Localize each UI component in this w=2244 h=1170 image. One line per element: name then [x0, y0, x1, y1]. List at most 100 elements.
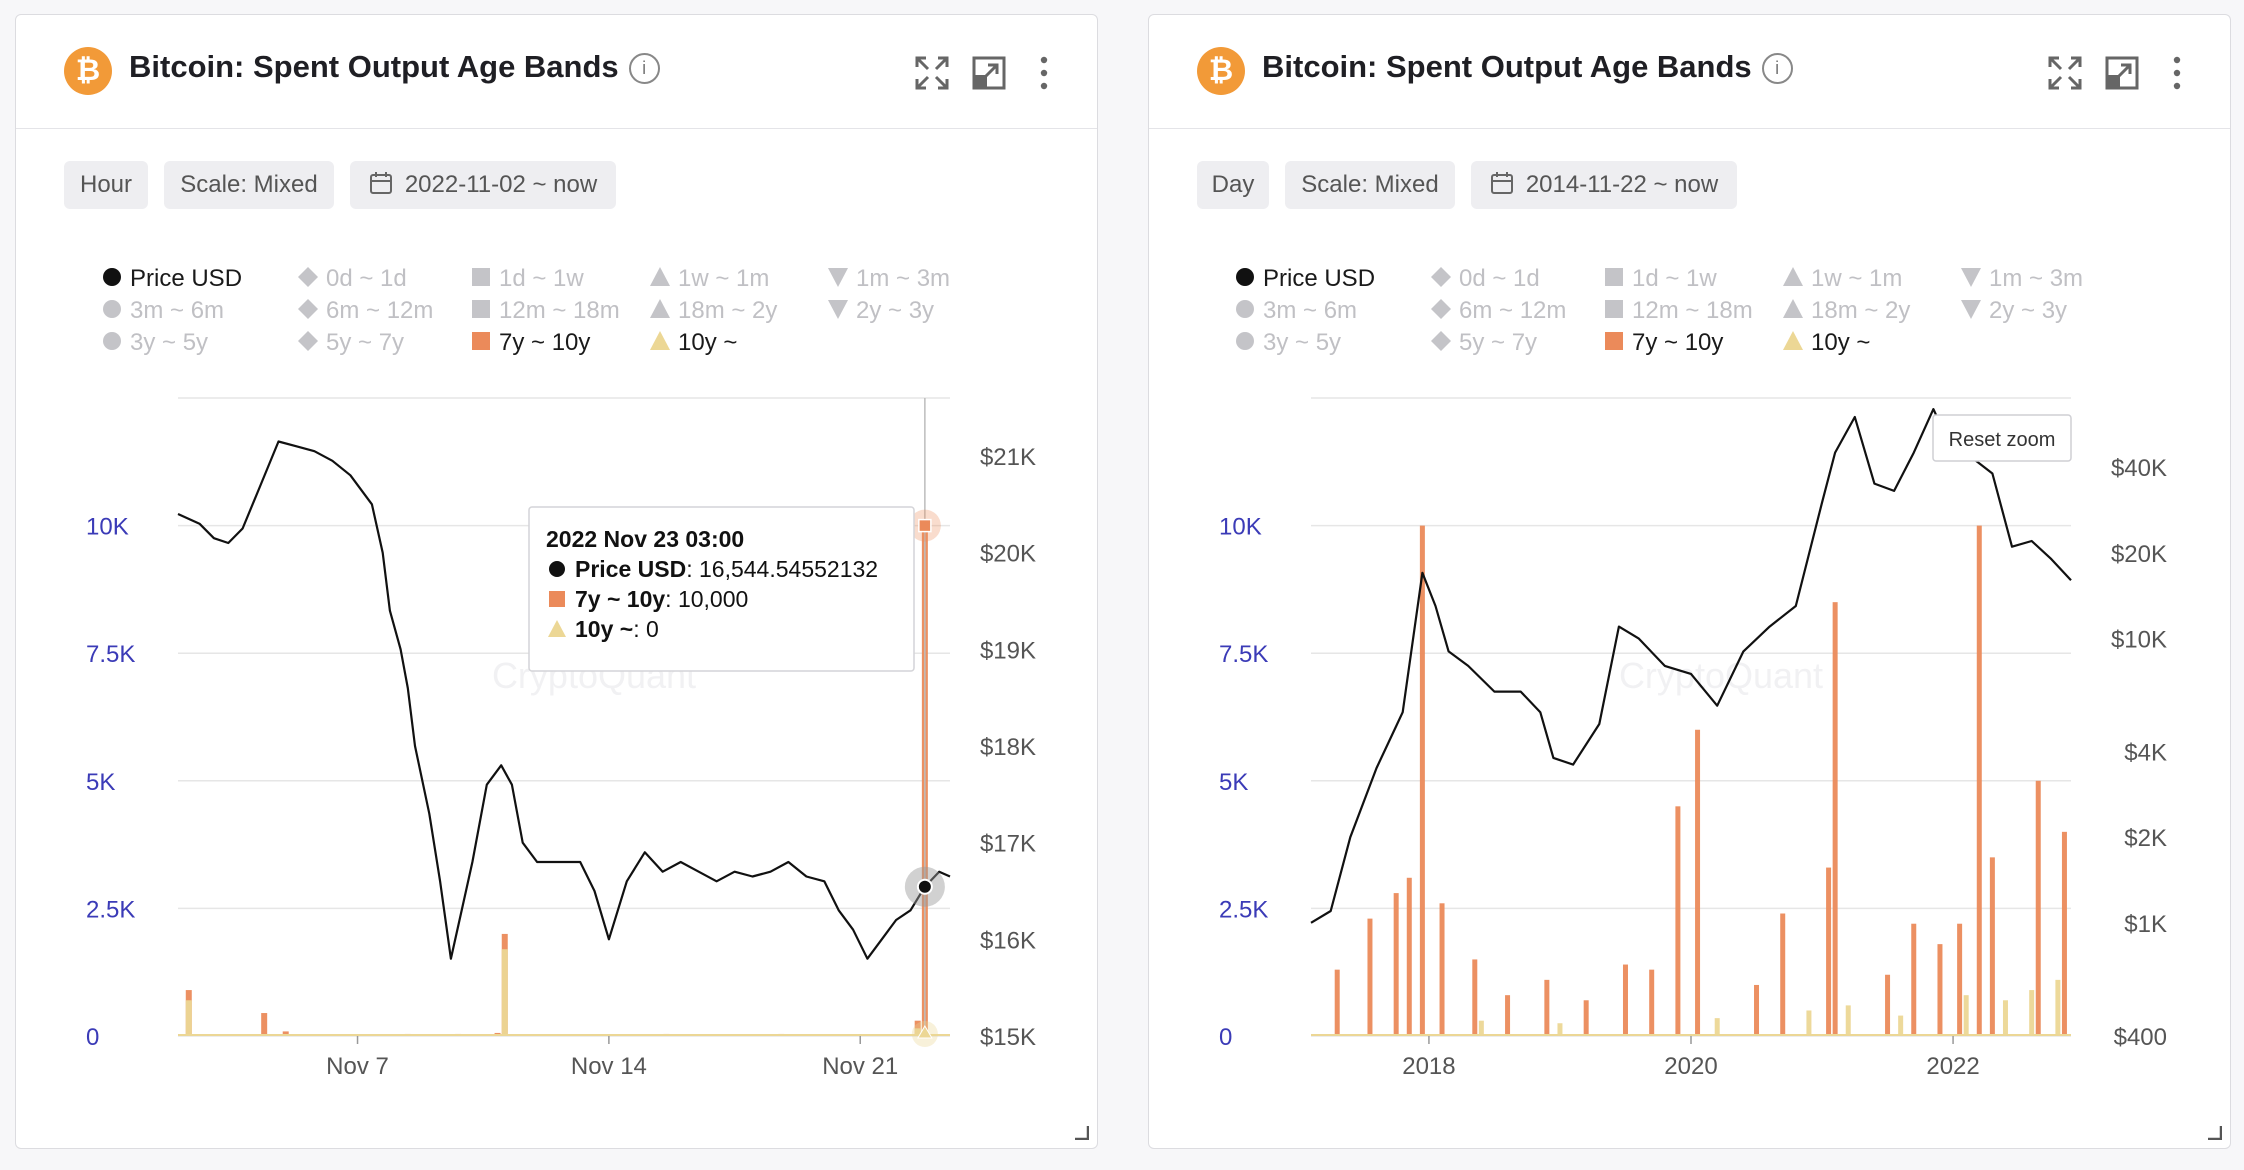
reset-zoom-button[interactable]: Reset zoom	[1932, 414, 2072, 462]
legend-item-label: 3m ~ 6m	[130, 297, 224, 324]
scale-button[interactable]: Scale: Mixed	[1285, 161, 1455, 209]
bar-7y-10y	[1583, 1000, 1589, 1036]
bar-10y-	[1557, 1023, 1563, 1036]
legend-item[interactable]: 5y ~ 7y	[298, 329, 404, 356]
legend: Price USD 0d ~ 1d 1d ~ 1w 1w ~ 1m 1m ~ 3m 3m …	[1236, 265, 2083, 356]
more-options-icon[interactable]	[2159, 55, 2195, 91]
legend-item[interactable]: 2y ~ 3y	[828, 297, 934, 324]
right-axis-tick-label: $10K	[2111, 626, 2167, 653]
legend-item-label: Price USD	[130, 265, 242, 292]
legend-marker-diamond	[1431, 299, 1451, 319]
chart-panel-hourly: ₿ Bitcoin: Spent Output Age Bands i Hour …	[15, 14, 1098, 1149]
legend-item[interactable]: 18m ~ 2y	[1783, 297, 1910, 324]
tooltip-marker	[548, 620, 566, 637]
legend-item[interactable]: 1w ~ 1m	[650, 265, 769, 292]
legend-marker-triangle-down	[1961, 268, 1981, 287]
legend-item[interactable]: 1d ~ 1w	[1605, 265, 1717, 292]
legend-item[interactable]: 3y ~ 5y	[1236, 329, 1341, 356]
legend-item[interactable]: 7y ~ 10y	[472, 329, 590, 356]
legend-item[interactable]: 1w ~ 1m	[1783, 265, 1902, 292]
legend-item[interactable]: 2y ~ 3y	[1961, 297, 2067, 324]
right-axis-tick-label: $1K	[2124, 911, 2167, 938]
bar-7y-10y	[1937, 944, 1943, 1036]
legend-marker-square	[1605, 300, 1623, 318]
legend-marker-triangle-down	[828, 300, 848, 319]
tooltip-marker	[549, 561, 565, 577]
bar-10y-	[1806, 1010, 1812, 1036]
resize-handle-icon[interactable]	[2206, 1124, 2222, 1140]
tooltip-row: Price USD: 16,544.54552132	[575, 556, 878, 582]
panel-header: ₿ Bitcoin: Spent Output Age Bands i	[1149, 15, 2230, 129]
legend-item[interactable]: 0d ~ 1d	[298, 265, 407, 292]
legend-marker-circle	[1236, 268, 1254, 286]
legend-item-label: 6m ~ 12m	[1459, 297, 1566, 324]
legend-item[interactable]: 3m ~ 6m	[1236, 297, 1357, 324]
bar-10y-	[185, 1000, 192, 1036]
x-axis-tick-label: Nov 7	[326, 1053, 389, 1080]
hover-point-10y	[916, 1025, 933, 1039]
legend-marker-triangle	[650, 299, 670, 318]
chart-area[interactable]: Price USD 0d ~ 1d 1d ~ 1w 1w ~ 1m 1m ~ 3m 3m …	[16, 15, 1098, 1149]
chart-area[interactable]: Price USD 0d ~ 1d 1d ~ 1w 1w ~ 1m 1m ~ 3m 3m …	[1149, 15, 2231, 1149]
left-axis-tick-label: 5K	[1219, 769, 1248, 796]
bar-7y-10y	[1472, 959, 1478, 1036]
bar-7y-10y	[1911, 923, 1917, 1036]
legend-item[interactable]: 1m ~ 3m	[1961, 265, 2083, 292]
fullscreen-icon[interactable]	[914, 55, 950, 91]
legend-item[interactable]: Price USD	[1236, 265, 1375, 292]
legend-item[interactable]: 3m ~ 6m	[103, 297, 224, 324]
legend-item[interactable]: 5y ~ 7y	[1431, 329, 1537, 356]
legend-item[interactable]: Price USD	[103, 265, 242, 292]
left-axis-tick-label: 2.5K	[1219, 896, 1268, 923]
interval-button[interactable]: Hour	[64, 161, 148, 209]
legend-marker-square	[1605, 332, 1623, 350]
resize-handle-icon[interactable]	[1073, 1124, 1089, 1140]
bar-7y-10y	[1649, 969, 1655, 1036]
left-axis-tick-label: 5K	[86, 769, 115, 796]
left-axis-tick-label: 0	[1219, 1024, 1232, 1051]
legend-item[interactable]: 10y ~	[1783, 329, 1870, 356]
legend-item[interactable]: 3y ~ 5y	[103, 329, 208, 356]
interval-button[interactable]: Day	[1197, 161, 1269, 209]
bar-7y-10y	[1976, 525, 1982, 1036]
tooltip-title: 2022 Nov 23 03:00	[546, 526, 744, 552]
fullscreen-icon[interactable]	[2047, 55, 2083, 91]
more-options-icon[interactable]	[1026, 55, 1062, 91]
right-axis-tick-label: $4K	[2124, 740, 2167, 767]
info-icon[interactable]: i	[1761, 53, 1793, 84]
bar-7y-10y	[1439, 903, 1445, 1036]
legend-marker-circle	[103, 332, 121, 350]
reset-zoom-box	[1932, 414, 2072, 462]
legend-item[interactable]: 1m ~ 3m	[828, 265, 950, 292]
legend-item-label: 1d ~ 1w	[499, 265, 584, 292]
bar-7y-10y	[1957, 923, 1963, 1036]
legend-marker-square	[472, 332, 490, 350]
bar-7y-10y	[1334, 969, 1340, 1036]
legend-item-label: 5y ~ 7y	[326, 329, 404, 356]
tooltip-row-value: : 0	[633, 616, 659, 642]
legend-item-label: 0d ~ 1d	[1459, 265, 1540, 292]
price-usd-line	[177, 440, 951, 960]
legend-item[interactable]: 12m ~ 18m	[472, 297, 620, 324]
calendar-icon	[1490, 172, 1513, 194]
legend-item[interactable]: 10y ~	[650, 329, 737, 356]
expand-icon[interactable]	[971, 55, 1007, 91]
legend-marker-diamond	[1431, 267, 1451, 287]
legend-item[interactable]: 0d ~ 1d	[1431, 265, 1540, 292]
legend-item[interactable]: 7y ~ 10y	[1605, 329, 1723, 356]
legend-item[interactable]: 1d ~ 1w	[472, 265, 584, 292]
date-range-button[interactable]: 2014-11-22 ~ now	[1471, 161, 1737, 209]
legend-item[interactable]: 12m ~ 18m	[1605, 297, 1753, 324]
bar-10y-	[1845, 1005, 1851, 1036]
bar-10y-	[1714, 1018, 1720, 1036]
legend-item[interactable]: 6m ~ 12m	[298, 297, 433, 324]
expand-icon[interactable]	[2104, 55, 2140, 91]
bar-7y-10y	[2035, 780, 2041, 1036]
legend-item[interactable]: 18m ~ 2y	[650, 297, 777, 324]
scale-button[interactable]: Scale: Mixed	[164, 161, 334, 209]
tooltip-row: 7y ~ 10y: 10,000	[575, 586, 748, 612]
date-range-button[interactable]: 2022-11-02 ~ now	[350, 161, 616, 209]
bitcoin-logo-icon: ₿	[1197, 47, 1245, 95]
info-icon[interactable]: i	[628, 53, 660, 84]
legend-item[interactable]: 6m ~ 12m	[1431, 297, 1566, 324]
